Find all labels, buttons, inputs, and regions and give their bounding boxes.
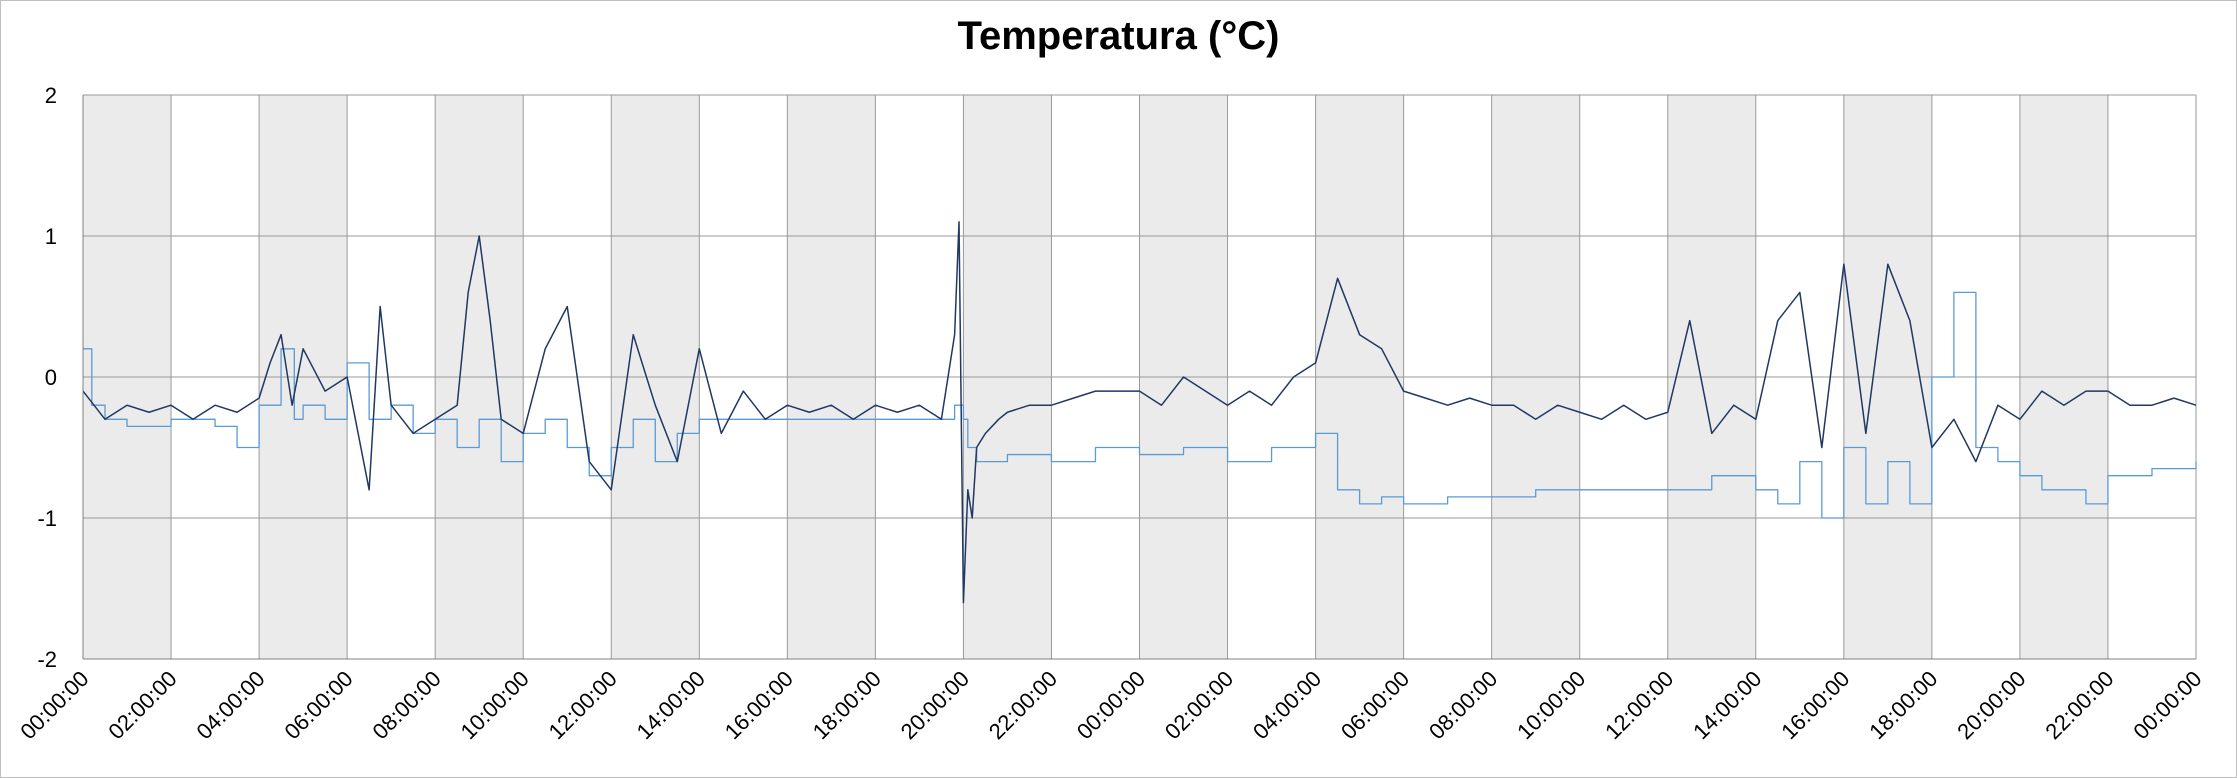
- y-tick-label: 1: [45, 224, 57, 249]
- x-tick-label: 02:00:00: [103, 666, 181, 744]
- x-tick-label: 00:00:00: [2128, 666, 2206, 744]
- x-tick-label: 08:00:00: [1424, 666, 1502, 744]
- y-tick-label: -2: [37, 647, 57, 672]
- axes: [82, 95, 2196, 660]
- y-tick-label: 0: [45, 365, 57, 390]
- x-tick-label: 12:00:00: [544, 666, 622, 744]
- y-tick-label: -1: [37, 506, 57, 531]
- x-tick-label: 10:00:00: [1512, 666, 1590, 744]
- x-tick-label: 02:00:00: [1160, 666, 1238, 744]
- x-tick-label: 14:00:00: [1688, 666, 1766, 744]
- series-line: [83, 291, 2197, 519]
- x-tick-label: 16:00:00: [720, 666, 798, 744]
- x-tick-label: 20:00:00: [896, 666, 974, 744]
- x-tick-label: 16:00:00: [1776, 666, 1854, 744]
- x-tick-label: 22:00:00: [2040, 666, 2118, 744]
- x-tick-label: 10:00:00: [456, 666, 534, 744]
- x-tick-label: 04:00:00: [191, 666, 269, 744]
- series-layer: [82, 221, 2197, 604]
- x-tick-label: 00:00:00: [15, 666, 93, 744]
- x-tick-label: 18:00:00: [1864, 666, 1942, 744]
- x-tick-label: 08:00:00: [368, 666, 446, 744]
- chart-title: Temperatura (°C): [957, 14, 1280, 58]
- x-tick-label: 04:00:00: [1248, 666, 1326, 744]
- x-tick-label: 06:00:00: [1336, 666, 1414, 744]
- x-tick-label: 00:00:00: [1072, 666, 1150, 744]
- x-tick-label: 06:00:00: [279, 666, 357, 744]
- x-tick-label: 20:00:00: [1952, 666, 2030, 744]
- y-tick-label: 2: [45, 83, 57, 108]
- x-tick-label: 14:00:00: [632, 666, 710, 744]
- series-line: [82, 221, 2197, 604]
- x-tick-label: 12:00:00: [1600, 666, 1678, 744]
- x-tick-label: 18:00:00: [808, 666, 886, 744]
- x-tick-label: 22:00:00: [984, 666, 1062, 744]
